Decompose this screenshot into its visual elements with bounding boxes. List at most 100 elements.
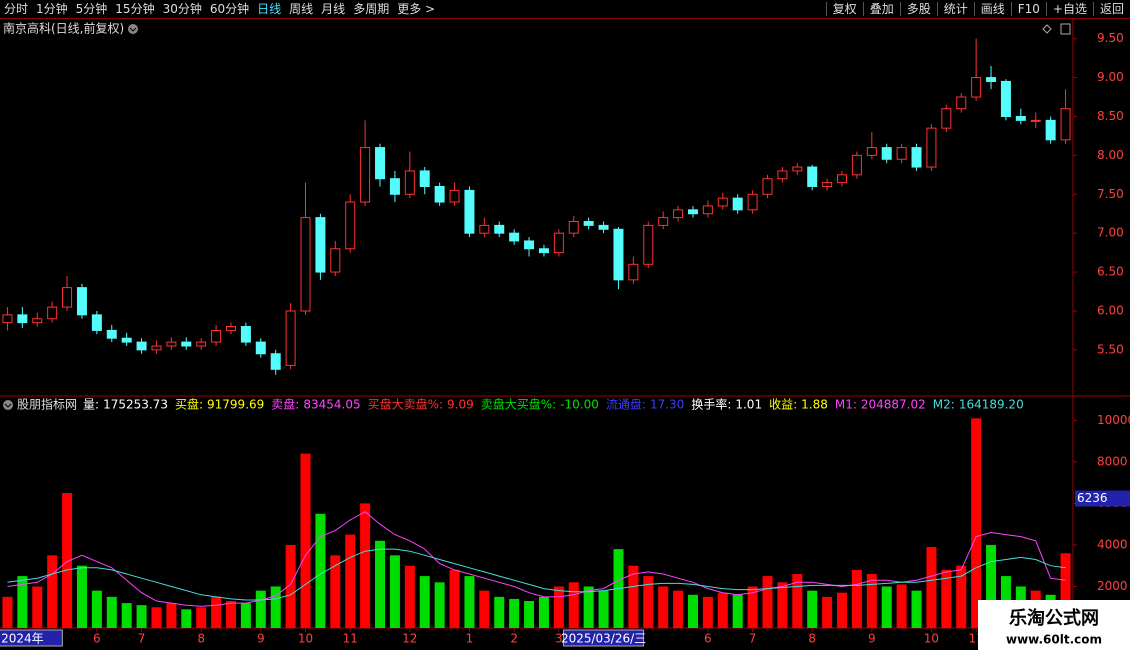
period-tab[interactable]: 5分钟 — [75, 2, 108, 16]
y-tick-label: 2000 — [1097, 579, 1128, 593]
indicator-value: 1.88 — [801, 398, 828, 412]
volume-bar — [2, 596, 13, 628]
y-tick-label: 8000 — [1097, 454, 1128, 468]
tool-button[interactable]: 复权 — [825, 2, 863, 16]
indicator-value: 17.30 — [650, 398, 684, 412]
candle-body — [717, 197, 728, 207]
candle-body — [211, 329, 222, 343]
volume-bar — [121, 603, 132, 628]
indicator-value: 175253.73 — [103, 398, 168, 412]
tool-button[interactable]: +自选 — [1045, 2, 1093, 16]
candle-body — [762, 178, 773, 195]
period-tab[interactable]: 30分钟 — [162, 2, 202, 16]
x-tick-label: 3 — [555, 632, 563, 646]
period-tab[interactable]: 60分钟 — [209, 2, 250, 16]
candle-body — [17, 314, 28, 324]
period-tab[interactable]: 更多 > — [397, 2, 436, 16]
volume-bar — [851, 569, 862, 628]
cursor-date-box — [0, 629, 63, 647]
tool-button[interactable]: 画线 — [973, 2, 1011, 16]
volume-bar — [136, 605, 147, 628]
volume-bar — [211, 596, 222, 628]
volume-bar — [583, 586, 594, 628]
volume-bar — [330, 555, 341, 628]
y-tick-label: 7.50 — [1097, 187, 1124, 201]
cursor-date-box — [563, 629, 645, 647]
indicator-value: 9.09 — [447, 398, 474, 412]
period-tab[interactable]: 分时 — [4, 2, 29, 16]
volume-bar — [360, 503, 371, 628]
volume-bar — [956, 565, 967, 628]
volume-bar — [717, 592, 728, 628]
tool-button[interactable]: 多股 — [899, 2, 937, 16]
candle-body — [702, 205, 713, 215]
indicator-label: 收益: — [769, 398, 797, 412]
volume-bar — [345, 534, 356, 628]
candle-body — [896, 147, 907, 160]
candle-body — [32, 318, 43, 324]
volume-bar — [941, 569, 952, 628]
y-tick-label: 10000 — [1097, 413, 1130, 427]
volume-bar — [807, 590, 818, 628]
x-tick-label: 6 — [704, 632, 712, 646]
volume-bar — [687, 594, 698, 628]
volume-bar — [494, 596, 505, 628]
volume-bar — [971, 418, 982, 628]
chevron — [4, 403, 12, 408]
indicator-label: M2: — [933, 398, 955, 412]
candle-body — [106, 329, 117, 339]
candle-body — [598, 224, 609, 230]
title-menu-icon[interactable] — [128, 24, 138, 34]
indicator-value: 204887.02 — [861, 398, 926, 412]
indicator-value: 83454.05 — [303, 398, 360, 412]
period-tab[interactable]: 15分钟 — [115, 2, 155, 16]
watermark-box — [978, 600, 1130, 650]
period-tab[interactable]: 多周期 — [353, 2, 390, 16]
volume-bar — [986, 544, 997, 628]
candle-body — [1060, 108, 1071, 141]
candle-body — [1015, 115, 1026, 121]
candle-body — [2, 314, 13, 324]
candle-body — [971, 77, 982, 98]
toolbar: 分时 1分钟 5分钟 15分钟 30分钟 60分钟 日线 周线 月线 多周期 更多 > 复权 叠加 多股统… — [0, 0, 1130, 19]
indicator-label: 流通盘: — [606, 397, 646, 412]
candle-body — [866, 147, 877, 156]
x-tick-label: 10 — [924, 632, 939, 646]
x-tick-label: 9 — [868, 632, 876, 646]
volume-bar — [434, 582, 445, 628]
panel-icon[interactable] — [1060, 23, 1071, 35]
candle-body — [404, 170, 415, 195]
volume-bar — [47, 555, 58, 628]
period-tab[interactable]: 1分钟 — [36, 2, 68, 16]
candle-body — [375, 147, 386, 180]
candle-body — [1030, 119, 1041, 122]
period-tab[interactable]: 月线 — [321, 2, 346, 16]
volume-bar — [255, 590, 266, 628]
candle-body — [300, 217, 311, 312]
indicator-value: 91799.69 — [207, 398, 264, 412]
period-bar: 分时 1分钟 5分钟 15分钟 30分钟 60分钟 日线 周线 月线 多周期 更多 > — [0, 0, 439, 18]
tool-button[interactable]: 统计 — [936, 2, 974, 16]
tool-button[interactable]: 叠加 — [862, 2, 900, 16]
indicator-value: 164189.20 — [959, 398, 1024, 412]
candle-body — [315, 217, 326, 273]
y-tick-label: 9.50 — [1097, 31, 1124, 45]
period-tab[interactable]: 日线 — [257, 2, 282, 16]
candle-body — [628, 263, 639, 281]
volume-bar — [568, 582, 579, 628]
tool-buttons: 复权 叠加 多股 统计 画线 F10 +自选 返回 — [825, 0, 1130, 18]
diamond-icon[interactable] — [1042, 24, 1052, 34]
tool-button[interactable]: F10 — [1010, 2, 1046, 16]
indicator-menu-icon[interactable] — [3, 400, 13, 410]
candle-body — [911, 147, 922, 168]
candle-body — [538, 248, 549, 254]
candle-body — [583, 221, 594, 226]
candle-body — [494, 224, 505, 234]
period-tab[interactable]: 周线 — [289, 2, 314, 16]
tool-button[interactable]: 返回 — [1092, 2, 1130, 16]
volume-bar — [300, 453, 311, 628]
volume-bar — [702, 596, 713, 628]
candle-body — [270, 353, 281, 370]
candle-body — [240, 326, 251, 343]
